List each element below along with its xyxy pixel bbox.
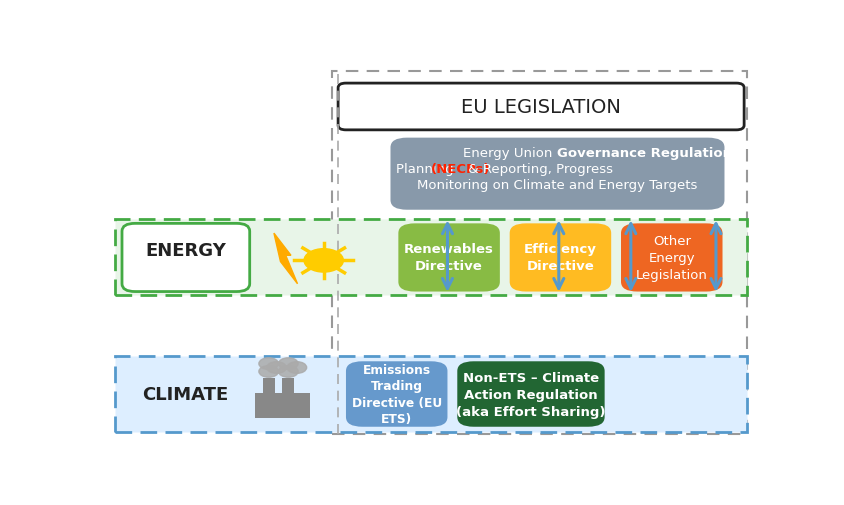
Circle shape (287, 362, 306, 374)
FancyBboxPatch shape (338, 84, 744, 131)
FancyBboxPatch shape (390, 138, 723, 210)
Text: EU LEGISLATION: EU LEGISLATION (461, 98, 620, 117)
Text: Planning: Planning (395, 163, 457, 176)
FancyBboxPatch shape (122, 224, 250, 292)
Circle shape (304, 249, 343, 273)
Text: Other
Energy
Legislation: Other Energy Legislation (635, 234, 707, 281)
Text: Non-ETS – Climate
Action Regulation
(aka Effort Sharing): Non-ETS – Climate Action Regulation (aka… (456, 371, 605, 418)
Bar (282, 378, 294, 393)
Text: CLIMATE: CLIMATE (143, 385, 229, 403)
Bar (116, 356, 747, 432)
Circle shape (279, 366, 298, 378)
Polygon shape (273, 234, 297, 284)
Text: Energy Union: Energy Union (463, 147, 556, 160)
Text: & Reporting, Progress: & Reporting, Progress (464, 163, 613, 176)
FancyBboxPatch shape (457, 362, 604, 427)
Circle shape (258, 366, 279, 378)
Text: Emissions
Trading
Directive (EU
ETS): Emissions Trading Directive (EU ETS) (351, 363, 441, 425)
Bar (262, 378, 274, 393)
Text: ENERGY: ENERGY (145, 241, 226, 259)
Text: Monitoring on Climate and Energy Targets: Monitoring on Climate and Energy Targets (417, 179, 697, 192)
Bar (331, 72, 747, 434)
FancyBboxPatch shape (398, 224, 500, 292)
Bar (116, 220, 747, 296)
FancyBboxPatch shape (620, 224, 722, 292)
Text: Efficiency
Directive: Efficiency Directive (523, 243, 596, 273)
Circle shape (279, 358, 298, 370)
Circle shape (267, 362, 286, 374)
Text: (NECPs): (NECPs) (430, 163, 490, 176)
Bar (255, 393, 310, 418)
FancyBboxPatch shape (345, 362, 447, 427)
Text: Governance Regulation: Governance Regulation (556, 147, 731, 160)
FancyBboxPatch shape (509, 224, 610, 292)
Text: Renewables
Directive: Renewables Directive (403, 243, 494, 273)
Circle shape (258, 358, 279, 370)
